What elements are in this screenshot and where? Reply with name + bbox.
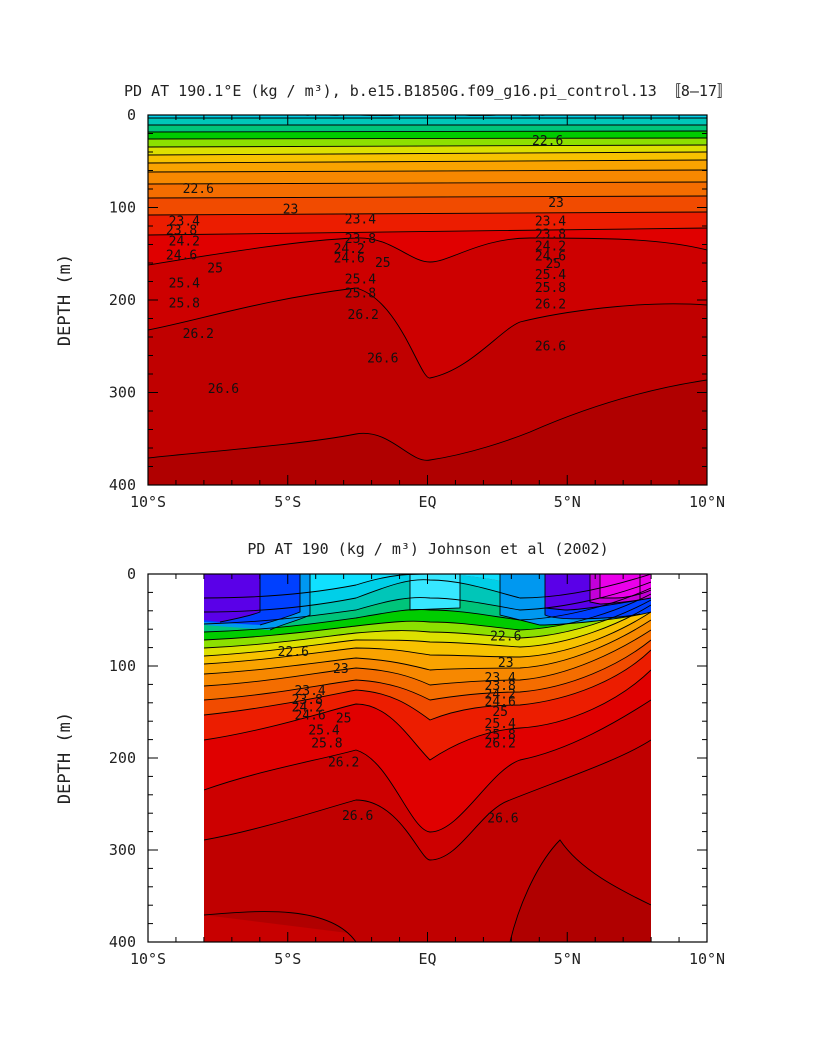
x-tick-label: EQ (418, 950, 436, 968)
contour-label: 26.2 (328, 756, 359, 771)
contour-label: 25.4 (535, 268, 566, 283)
contour-label: 23 (333, 662, 349, 677)
x-tick-label: 10°N (689, 950, 725, 968)
contour-label: 25 (375, 256, 391, 271)
contour-label: 23.8 (345, 232, 376, 247)
contour-label: 25 (207, 262, 223, 277)
x-tick-label: 10°S (130, 493, 166, 511)
contour-label: 22.6 (532, 134, 563, 149)
contour-label: 25.4 (308, 723, 339, 738)
chart-title: PD AT 190 (kg / m³) Johnson et al (2002) (247, 540, 608, 558)
x-tick-label: 5°N (554, 493, 581, 511)
contour-label: 25.4 (345, 273, 376, 288)
contour-label: 25.4 (485, 717, 516, 732)
contour-field (204, 574, 651, 942)
contour-label: 26.2 (183, 327, 214, 342)
contour-label: 24.6 (535, 250, 566, 265)
contour-label: 23 (498, 656, 514, 671)
chart-title: PD AT 190.1°E (kg / m³), b.e15.B1850G.f0… (124, 82, 732, 100)
y-tick-label: 0 (127, 565, 136, 583)
y-tick-label: 400 (109, 476, 136, 494)
contour-label: 26.6 (342, 809, 373, 824)
contour-label: 25.8 (169, 297, 200, 312)
contour-label: 23.8 (292, 693, 323, 708)
contour-label: 24.2 (535, 239, 566, 254)
contour-label: 23.4 (345, 213, 376, 228)
x-tick-label: 10°N (689, 493, 725, 511)
contour-label: 24.6 (166, 249, 197, 264)
contour-labels: 22.62323.423.824.224.62525.425.826.226.6… (166, 134, 566, 397)
contour-label: 25.8 (345, 287, 376, 302)
y-tick-label: 200 (109, 749, 136, 767)
contour-label: 24.2 (292, 700, 323, 715)
contour-label: 26.6 (208, 382, 239, 397)
contour-label: 25.4 (169, 276, 200, 291)
y-axis-label: DEPTH (m) (55, 254, 75, 346)
y-tick-label: 0 (127, 106, 136, 124)
contour-label: 23 (283, 202, 299, 217)
y-tick-label: 400 (109, 933, 136, 951)
panel-observations: PD AT 190 (kg / m³) Johnson et al (2002)… (55, 540, 725, 968)
x-tick-label: EQ (418, 493, 436, 511)
contour-label: 22.6 (183, 182, 214, 197)
y-axis-label: DEPTH (m) (55, 712, 75, 804)
contour-label: 23.8 (535, 227, 566, 242)
contour-label: 26.2 (348, 308, 379, 323)
x-tick-label: 10°S (130, 950, 166, 968)
contour-label: 25.8 (311, 736, 342, 751)
x-tick-label: 5°S (274, 493, 301, 511)
contour-label: 25.8 (535, 281, 566, 296)
y-tick-label: 100 (109, 199, 136, 217)
contour-label: 23.4 (485, 671, 516, 686)
contour-label: 23.4 (294, 684, 325, 699)
contour-field (148, 115, 707, 485)
contour-label: 23.8 (166, 224, 197, 239)
contour-label: 25 (336, 711, 352, 726)
contour-label: 24.6 (294, 709, 325, 724)
y-tick-label: 300 (109, 384, 136, 402)
y-tick-label: 200 (109, 291, 136, 309)
contour-label: 23.8 (485, 679, 516, 694)
contour-label: 23.4 (169, 214, 200, 229)
contour-label: 24.6 (485, 695, 516, 710)
contour-label: 22.6 (278, 645, 309, 660)
contour-label: 26.2 (485, 736, 516, 751)
contour-label: 24.2 (334, 242, 365, 257)
contour-label: 22.6 (490, 630, 521, 645)
contour-label: 24.6 (334, 251, 365, 266)
y-tick-label: 100 (109, 657, 136, 675)
contour-label: 26.6 (367, 351, 398, 366)
contour-label: 24.2 (485, 688, 516, 703)
x-tick-label: 5°S (274, 950, 301, 968)
contour-label: 24.2 (169, 235, 200, 250)
contour-label: 26.6 (535, 339, 566, 354)
contour-label: 25.8 (485, 728, 516, 743)
panel-model: PD AT 190.1°E (kg / m³), b.e15.B1850G.f0… (55, 82, 732, 511)
contour-label: 25 (545, 257, 561, 272)
y-tick-label: 300 (109, 841, 136, 859)
axes: 10°S 5°S EQ 5°N 10°N 0 100 200 300 400 (109, 565, 725, 968)
contour-label: 26.6 (487, 812, 518, 827)
contour-label: 26.2 (535, 298, 566, 313)
contour-label: 23.4 (535, 214, 566, 229)
axes: 10°S 5°S EQ 5°N 10°N 0 100 200 300 400 (109, 106, 725, 511)
x-tick-label: 5°N (554, 950, 581, 968)
contour-label: 25 (492, 705, 508, 720)
contour-label: 23 (548, 196, 564, 211)
